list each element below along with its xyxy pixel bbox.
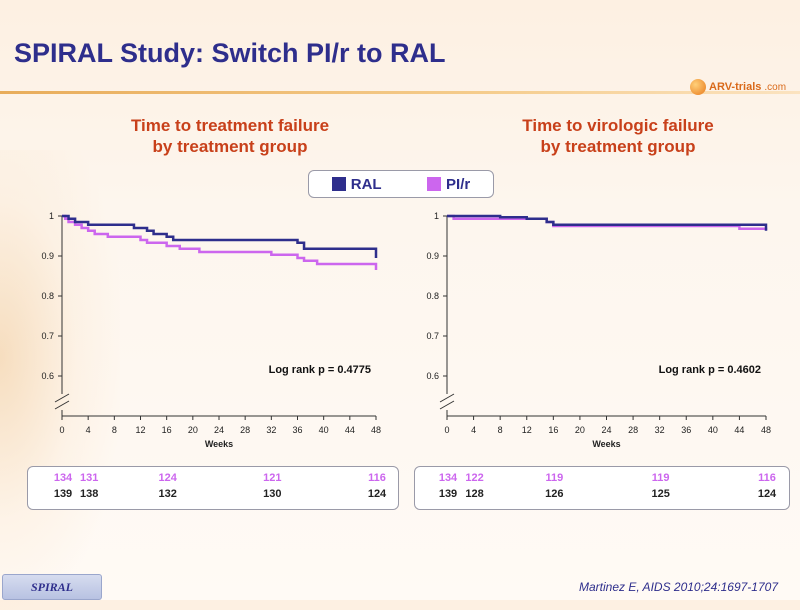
risk-cell: 116 — [758, 472, 776, 484]
legend-swatch-pir — [427, 177, 442, 191]
x-tick-label: 16 — [548, 425, 558, 435]
y-tick-label: 1 — [434, 211, 439, 221]
x-tick-label: 20 — [188, 425, 198, 435]
log-rank-annotation: Log rank p = 0.4602 — [659, 364, 761, 376]
axis-break-mark — [439, 400, 455, 410]
x-tick-label: 20 — [575, 425, 585, 435]
risk-row-1: 139 128 126 125 124 — [415, 488, 789, 503]
x-tick-label: 44 — [345, 425, 355, 435]
title-divider — [0, 91, 800, 94]
footer-study-label: SPIRAL — [30, 580, 73, 594]
risk-cell: 130 — [263, 488, 282, 500]
x-tick-label: 24 — [214, 425, 224, 435]
chart-1-title-line-2: by treatment group — [152, 137, 308, 156]
risk-cell: 139 — [438, 488, 458, 500]
series-line-ral — [62, 214, 378, 258]
risk-row-0: 134 122 119 119 116 — [415, 472, 789, 487]
x-tick-label: 0 — [59, 425, 64, 435]
chart-2-title: Time to virologic failure by treatment g… — [448, 115, 788, 157]
chart-treatment-failure: 0.60.70.80.910 4 8 12 16 20 24 28 32 36 40 44 48Week… — [41, 211, 381, 449]
x-tick-label: 32 — [655, 425, 665, 435]
x-tick-label: 12 — [135, 425, 145, 435]
risk-row-0: 134 131 124 121 116 — [28, 472, 398, 487]
x-tick-label: 36 — [681, 425, 691, 435]
chart-1-title: Time to treatment failure by treatment g… — [60, 115, 400, 157]
axis-break-mark — [54, 393, 70, 403]
x-axis-label: Weeks — [205, 439, 233, 449]
x-tick-label: 48 — [371, 425, 381, 435]
chart-1-title-line-1: Time to treatment failure — [130, 116, 330, 135]
x-tick-label: 4 — [471, 425, 476, 435]
logo-icon — [690, 79, 706, 95]
logo-text: ARV-trials — [709, 81, 762, 93]
x-tick-label: 28 — [240, 425, 250, 435]
y-tick-label: 0.6 — [426, 371, 439, 381]
x-tick-label: 24 — [601, 425, 611, 435]
x-tick-label: 4 — [86, 425, 91, 435]
series-line-pir — [447, 214, 768, 231]
risk-table-1: 134 131 124 121 116 139 138 132 130 124 — [27, 466, 399, 510]
arv-trials-logo: ARV-trials .com — [690, 76, 786, 98]
y-tick-label: 0.9 — [426, 251, 439, 261]
x-tick-label: 44 — [734, 425, 744, 435]
risk-cell: 119 — [545, 472, 564, 484]
y-tick-label: 0.7 — [426, 331, 439, 341]
risk-cell: 124 — [367, 488, 387, 500]
chart-virologic-failure: 0.60.70.80.910 4 8 12 16 20 24 28 32 36 40 44 48Week… — [426, 211, 771, 449]
x-tick-label: 32 — [266, 425, 276, 435]
y-tick-label: 0.7 — [41, 331, 54, 341]
risk-row-1: 139 138 132 130 124 — [28, 488, 398, 503]
x-tick-label: 28 — [628, 425, 638, 435]
risk-cell: 126 — [545, 488, 564, 500]
legend-item-pir: PI/r — [427, 176, 470, 193]
y-tick-label: 1 — [49, 211, 54, 221]
risk-cell: 124 — [757, 488, 777, 500]
series-line-pir — [62, 214, 378, 270]
x-tick-label: 8 — [498, 425, 503, 435]
risk-cell: 128 — [465, 488, 484, 500]
risk-cell: 124 — [158, 472, 177, 484]
chart-2-title-line-1: Time to virologic failure — [522, 116, 714, 135]
risk-cell: 116 — [368, 472, 386, 484]
series-line-ral — [447, 214, 768, 231]
logo-suffix: .com — [764, 81, 787, 93]
slide-title: SPIRAL Study: Switch PI/r to RAL — [14, 38, 446, 68]
x-tick-label: 48 — [761, 425, 771, 435]
risk-cell: 121 — [263, 472, 282, 484]
axis-break-mark — [439, 393, 455, 403]
x-tick-label: 40 — [708, 425, 718, 435]
legend-label-ral: RAL — [350, 175, 382, 193]
chart-legend: RAL PI/r — [308, 170, 494, 198]
risk-cell: 139 — [53, 488, 73, 500]
log-rank-annotation: Log rank p = 0.4775 — [269, 364, 371, 376]
risk-cell: 138 — [79, 488, 99, 500]
x-tick-label: 16 — [162, 425, 172, 435]
x-tick-label: 40 — [319, 425, 329, 435]
axis-break-mark — [54, 400, 70, 410]
x-tick-label: 36 — [292, 425, 302, 435]
x-axis-label: Weeks — [592, 439, 620, 449]
risk-cell: 132 — [158, 488, 177, 500]
risk-table-2: 134 122 119 119 116 139 128 126 125 124 — [414, 466, 790, 510]
risk-cell: 122 — [465, 472, 484, 484]
y-tick-label: 0.8 — [426, 291, 439, 301]
legend-item-ral: RAL — [331, 175, 382, 193]
risk-cell: 119 — [651, 472, 670, 484]
risk-cell: 131 — [79, 472, 99, 484]
y-tick-label: 0.8 — [41, 291, 54, 301]
risk-cell: 125 — [651, 488, 670, 500]
y-tick-label: 0.9 — [41, 251, 54, 261]
citation: Martinez E, AIDS 2010;24:1697-1707 — [578, 580, 778, 594]
decorative-burst — [0, 150, 120, 610]
x-tick-label: 8 — [112, 425, 117, 435]
legend-swatch-ral — [331, 177, 346, 191]
risk-cell: 134 — [438, 472, 458, 484]
footer-study-tag: SPIRAL — [2, 574, 102, 600]
chart-2-title-line-2: by treatment group — [540, 137, 696, 156]
legend-label-pir: PI/r — [446, 175, 471, 193]
risk-cell: 134 — [53, 472, 73, 484]
x-tick-label: 0 — [444, 425, 449, 435]
y-tick-label: 0.6 — [41, 371, 54, 381]
x-tick-label: 12 — [522, 425, 532, 435]
